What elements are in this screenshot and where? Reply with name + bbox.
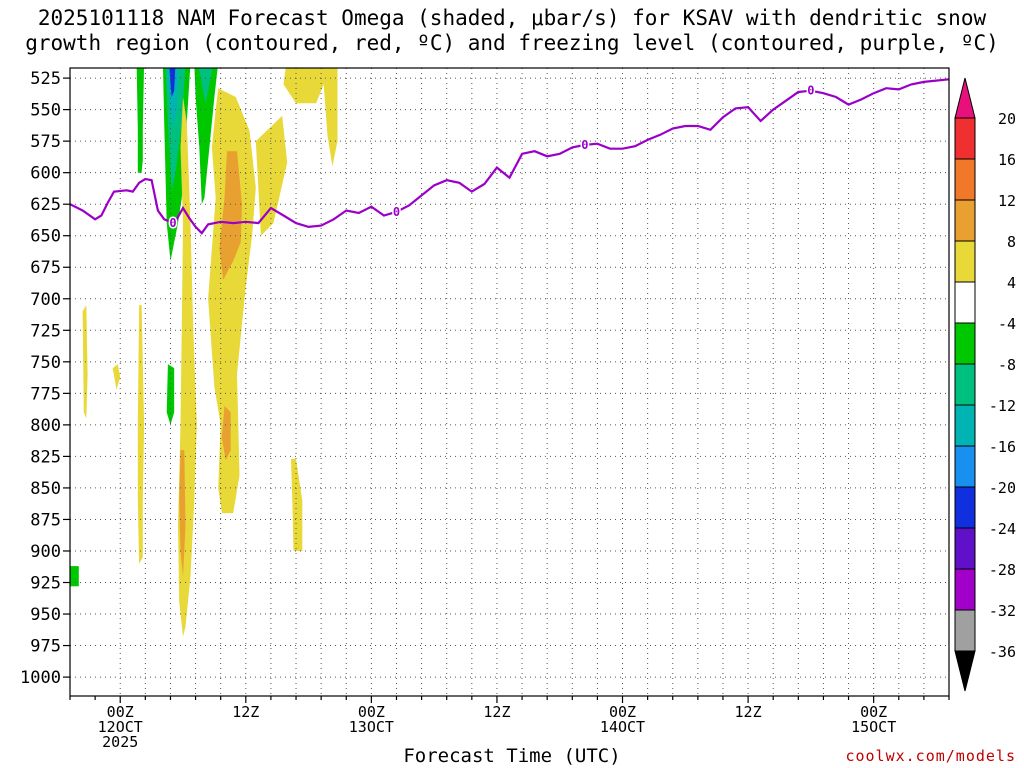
colorbar-label-4: 4: [1007, 274, 1016, 292]
colorbar-label-9: -20: [989, 479, 1016, 497]
colorbar-bin-12: [954, 609, 976, 652]
y-tick-label-925: 925: [30, 574, 61, 594]
y-tick-label-775: 775: [30, 384, 61, 404]
omega-region-9: [208, 88, 256, 514]
x-axis-label: Forecast Time (UTC): [403, 745, 621, 767]
y-tick-label-900: 900: [30, 542, 61, 562]
colorbar-bin-10: [954, 527, 976, 570]
colorbar-label-11: -28: [989, 561, 1016, 579]
y-tick-label-975: 975: [30, 637, 61, 657]
colorbar-top-triangle: [954, 77, 976, 119]
omega-region-12: [283, 68, 338, 167]
colorbar-label-10: -24: [989, 520, 1016, 538]
colorbar-bin-2: [954, 199, 976, 242]
x-tick-label-30-1: 12Z: [483, 703, 510, 721]
colorbar-bin-3: [954, 240, 976, 283]
omega-region-16: [291, 458, 303, 551]
y-tick-label-650: 650: [30, 227, 61, 247]
freezing-level-line: [70, 78, 949, 235]
colorbar-bottom-triangle: [954, 650, 976, 692]
credit-text: coolwx.com/models: [845, 747, 1016, 765]
x-tick-label-10-1: 12Z: [232, 703, 259, 721]
x-tick-label-20-2: 13OCT: [349, 718, 394, 736]
colorbar: 20 16 12 8 4 -4 -8 -12 -16 -20 -24 -28 -32 -36: [954, 77, 1016, 692]
colorbar-bin-9: [954, 486, 976, 529]
colorbar-bin-7: [954, 404, 976, 447]
y-tick-label-525: 525: [30, 69, 61, 89]
omega-region-7: [166, 364, 175, 425]
colorbar-bin-1: [954, 158, 976, 201]
freezing-level-contour: 0 0 0 0: [70, 78, 949, 235]
omega-region-13: [112, 364, 121, 390]
x-tick-label-40-1: 00Z: [609, 703, 636, 721]
y-tick-label-675: 675: [30, 258, 61, 278]
y-tick-label-550: 550: [30, 101, 61, 121]
colorbar-label-6: -8: [998, 356, 1016, 374]
title-line-1: 2025101118 NAM Forecast Omega (shaded, μ…: [37, 6, 987, 30]
omega-region-19: [179, 450, 186, 577]
y-tick-label-875: 875: [30, 510, 61, 530]
colorbar-bin-5: [954, 322, 976, 365]
colorbar-bin-11: [954, 568, 976, 611]
x-tick-label-0-1: 00Z: [107, 703, 134, 721]
freezing-level-label-3: 0: [807, 84, 814, 98]
y-tick-label-600: 600: [30, 164, 61, 184]
y-tick-label-950: 950: [30, 605, 61, 625]
omega-region-15: [137, 305, 145, 564]
omega-region-4: [169, 68, 176, 97]
colorbar-bin-4: [954, 281, 976, 324]
colorbar-label-3: 8: [1007, 233, 1016, 251]
omega-region-17: [219, 151, 242, 280]
x-tick-label-0-3: 2025: [102, 733, 138, 751]
omega-region-5: [194, 68, 218, 205]
freezing-level-label-0: 0: [169, 216, 176, 230]
omega-region-18: [221, 406, 231, 461]
colorbar-bin-8: [954, 445, 976, 488]
y-tick-label-750: 750: [30, 353, 61, 373]
x-tick-label-60-1: 00Z: [860, 703, 887, 721]
omega-region-6: [198, 68, 213, 104]
omega-region-0: [136, 68, 145, 173]
freezing-level-label-2: 0: [581, 138, 588, 152]
y-tick-label-800: 800: [30, 416, 61, 436]
colorbar-label-13: -36: [989, 643, 1016, 661]
freezing-level-label-1: 0: [393, 205, 400, 219]
x-tick-label-20-1: 00Z: [358, 703, 385, 721]
x-tick-label-60-2: 15OCT: [851, 718, 896, 736]
y-tick-label-825: 825: [30, 447, 61, 467]
y-tick-label-850: 850: [30, 479, 61, 499]
colorbar-label-12: -32: [989, 602, 1016, 620]
colorbar-bin-0: [954, 117, 976, 160]
y-tick-label-725: 725: [30, 321, 61, 341]
colorbar-label-2: 12: [998, 192, 1016, 210]
title-line-2: growth region (contoured, red, ºC) and f…: [25, 31, 999, 55]
x-tick-label-0-2: 12OCT: [98, 718, 143, 736]
y-tick-label-625: 625: [30, 195, 61, 215]
colorbar-bin-6: [954, 363, 976, 406]
omega-region-8: [70, 566, 79, 587]
y-tick-label-1000: 1000: [20, 668, 61, 688]
x-tick-label-50-1: 12Z: [735, 703, 762, 721]
y-tick-label-575: 575: [30, 132, 61, 152]
colorbar-label-7: -12: [989, 397, 1016, 415]
colorbar-label-8: -16: [989, 438, 1016, 456]
colorbar-label-5: -4: [998, 315, 1016, 333]
y-axis: 525 550 575 600 625 650 675 700 725 750 775 800 825 8…: [20, 69, 70, 688]
x-tick-label-40-2: 14OCT: [600, 718, 645, 736]
colorbar-label-0: 20: [998, 110, 1016, 128]
colorbar-label-1: 16: [998, 151, 1016, 169]
y-tick-label-700: 700: [30, 290, 61, 310]
omega-shading: [70, 68, 338, 637]
plot-frame: [69, 67, 950, 697]
omega-region-11: [255, 115, 288, 236]
chart-title: 2025101118 NAM Forecast Omega (shaded, μ…: [0, 6, 1024, 56]
